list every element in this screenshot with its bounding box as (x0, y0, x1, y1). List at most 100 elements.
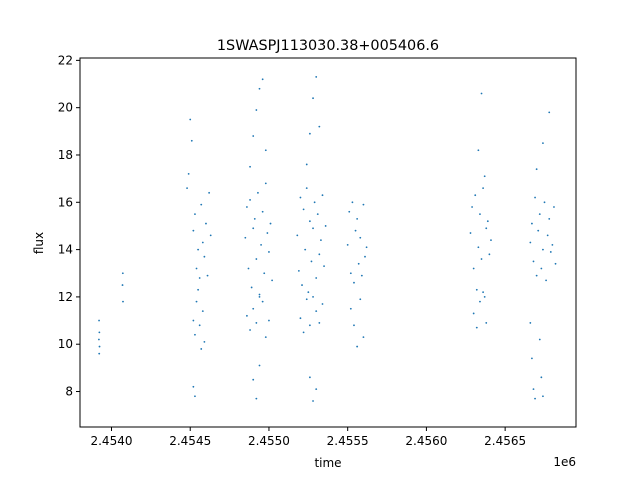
data-point (203, 255, 206, 258)
data-point (365, 246, 368, 249)
data-point (540, 376, 543, 379)
data-point (194, 213, 196, 216)
data-point (362, 336, 365, 339)
data-point (360, 274, 363, 277)
y-tick-label: 12 (58, 290, 73, 304)
data-point (200, 203, 203, 206)
data-point (255, 258, 258, 260)
data-point (359, 236, 362, 239)
data-point (542, 142, 544, 145)
data-point (200, 348, 203, 350)
data-point (483, 296, 486, 298)
data-point (312, 296, 314, 298)
data-point (253, 217, 256, 220)
x-axis-label: time (314, 456, 341, 470)
data-point (261, 300, 264, 303)
data-point (479, 213, 481, 216)
data-point (252, 135, 255, 137)
data-point (268, 251, 270, 253)
data-point (534, 196, 536, 199)
data-point (255, 397, 258, 400)
data-point (356, 217, 359, 220)
data-point (357, 262, 360, 265)
data-point (263, 272, 266, 275)
data-point (353, 324, 355, 327)
data-point (310, 260, 313, 263)
data-point (301, 284, 303, 286)
data-point (249, 199, 251, 201)
x-tick-label: 2.4560 (405, 434, 447, 448)
data-point (261, 210, 264, 213)
data-point (477, 246, 480, 249)
data-point (194, 333, 196, 336)
data-point (258, 364, 261, 367)
data-point (532, 260, 535, 263)
data-point (250, 286, 253, 289)
y-tick-label: 10 (58, 337, 73, 351)
data-point (318, 322, 321, 324)
data-point (475, 288, 478, 291)
y-tick-label: 20 (58, 101, 73, 115)
data-point (479, 300, 481, 303)
data-point (260, 243, 262, 246)
data-point (486, 220, 489, 223)
data-point (266, 232, 269, 234)
data-point (312, 400, 314, 402)
data-point (201, 310, 204, 312)
data-point (195, 267, 198, 270)
data-point (323, 265, 325, 268)
data-point (315, 277, 318, 279)
data-point (313, 201, 316, 204)
data-point (471, 206, 473, 208)
data-point (351, 201, 354, 204)
data-point (475, 326, 478, 329)
data-point (264, 336, 267, 339)
data-point (192, 229, 195, 232)
data-point (546, 234, 549, 237)
x-axis-ticks: 2.4540 2.4545 2.4550 2.4555 2.4560 2.4565 (90, 427, 526, 448)
y-tick-label: 18 (58, 148, 73, 162)
data-point (316, 213, 319, 216)
data-point (353, 281, 355, 284)
data-point (356, 345, 359, 348)
data-point (246, 206, 248, 208)
data-point (264, 182, 267, 185)
data-point (305, 298, 308, 301)
data-point (304, 248, 307, 251)
data-point (482, 187, 484, 190)
data-point (195, 300, 198, 303)
data-point (308, 324, 311, 327)
data-point (529, 241, 532, 244)
data-point (362, 203, 365, 206)
data-point (472, 312, 475, 315)
data-point (252, 227, 255, 230)
data-point (192, 319, 195, 322)
data-point (299, 196, 302, 199)
data-point (488, 253, 491, 256)
data-point (538, 213, 541, 216)
x-tick-label: 2.4550 (248, 434, 290, 448)
x-tick-label: 2.4565 (484, 434, 526, 448)
data-point (318, 125, 321, 128)
data-point (247, 267, 250, 270)
data-point (308, 132, 311, 135)
x-tick-label: 2.4555 (327, 434, 369, 448)
data-point (469, 232, 472, 234)
data-point (477, 149, 480, 152)
data-point (258, 87, 261, 90)
data-point (208, 191, 211, 194)
data-point (307, 291, 310, 294)
data-point (296, 234, 299, 237)
data-point (531, 222, 533, 225)
data-point (244, 236, 247, 239)
data-point (531, 357, 533, 360)
data-points (98, 76, 557, 402)
data-point (205, 222, 207, 225)
data-point (359, 298, 362, 301)
data-point (98, 338, 100, 341)
data-point (346, 243, 349, 246)
data-point (472, 267, 475, 270)
data-point (258, 293, 261, 296)
x-tick-label: 2.4540 (90, 434, 132, 448)
data-point (252, 307, 255, 310)
